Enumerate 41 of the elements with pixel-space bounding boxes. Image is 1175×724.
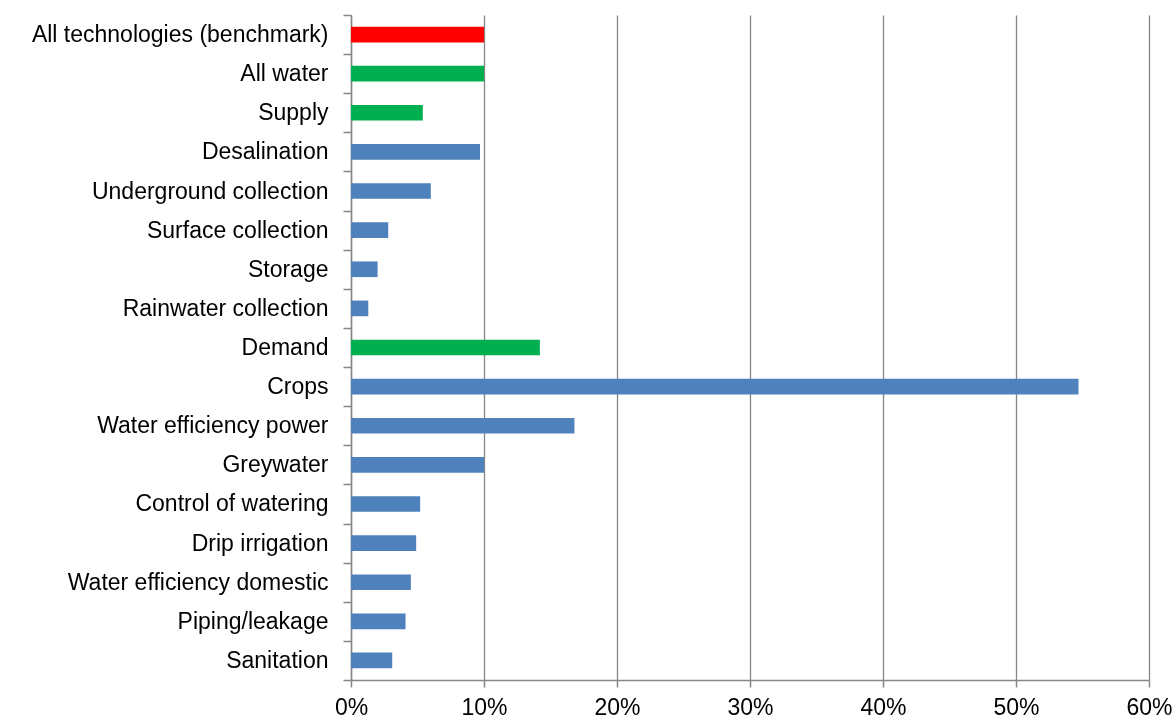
x-tick-label: 30% <box>727 693 774 720</box>
y-tick-label: Storage <box>247 255 329 282</box>
y-tick-label: Drip irrigation <box>191 529 329 556</box>
bar <box>351 183 431 199</box>
bar <box>351 65 484 82</box>
y-tick-label: Demand <box>241 334 329 360</box>
bar <box>351 535 417 551</box>
bar <box>351 457 484 473</box>
bar <box>351 222 389 238</box>
x-tick-label: 60% <box>1126 693 1173 720</box>
x-tick-label: 40% <box>860 693 907 720</box>
bar <box>351 613 406 630</box>
y-tick-label: Water efficiency power <box>97 412 329 439</box>
bar <box>351 339 540 356</box>
x-tick-label: 0% <box>334 693 369 720</box>
bar <box>351 652 393 669</box>
bar <box>351 574 411 591</box>
y-tick-label: All technologies (benchmark) <box>31 21 329 48</box>
y-tick-label: Piping/leakage <box>177 607 329 634</box>
y-tick-label: Surface collection <box>146 216 329 243</box>
bar <box>351 300 369 317</box>
y-tick-label: Greywater <box>222 451 329 478</box>
bar <box>351 417 575 434</box>
x-tick-label: 10% <box>461 693 508 720</box>
bar <box>351 261 378 278</box>
bar <box>351 144 481 160</box>
y-tick-label: Underground collection <box>91 177 329 204</box>
bar <box>351 496 421 512</box>
y-tick-label: Desalination <box>201 138 329 165</box>
y-tick-label: Control of watering <box>135 490 329 517</box>
bar <box>351 26 484 43</box>
x-tick-label: 50% <box>993 693 1040 720</box>
x-tick-label: 20% <box>594 693 641 720</box>
y-tick-label: Water efficiency domestic <box>67 568 329 595</box>
bar <box>351 378 1079 395</box>
y-tick-label: Sanitation <box>226 646 329 673</box>
y-tick-label: Supply <box>258 99 329 126</box>
y-tick-label: Rainwater collection <box>122 294 329 321</box>
y-tick-label: All water <box>240 60 329 87</box>
y-tick-label: Crops <box>267 373 329 400</box>
bar <box>351 104 423 121</box>
